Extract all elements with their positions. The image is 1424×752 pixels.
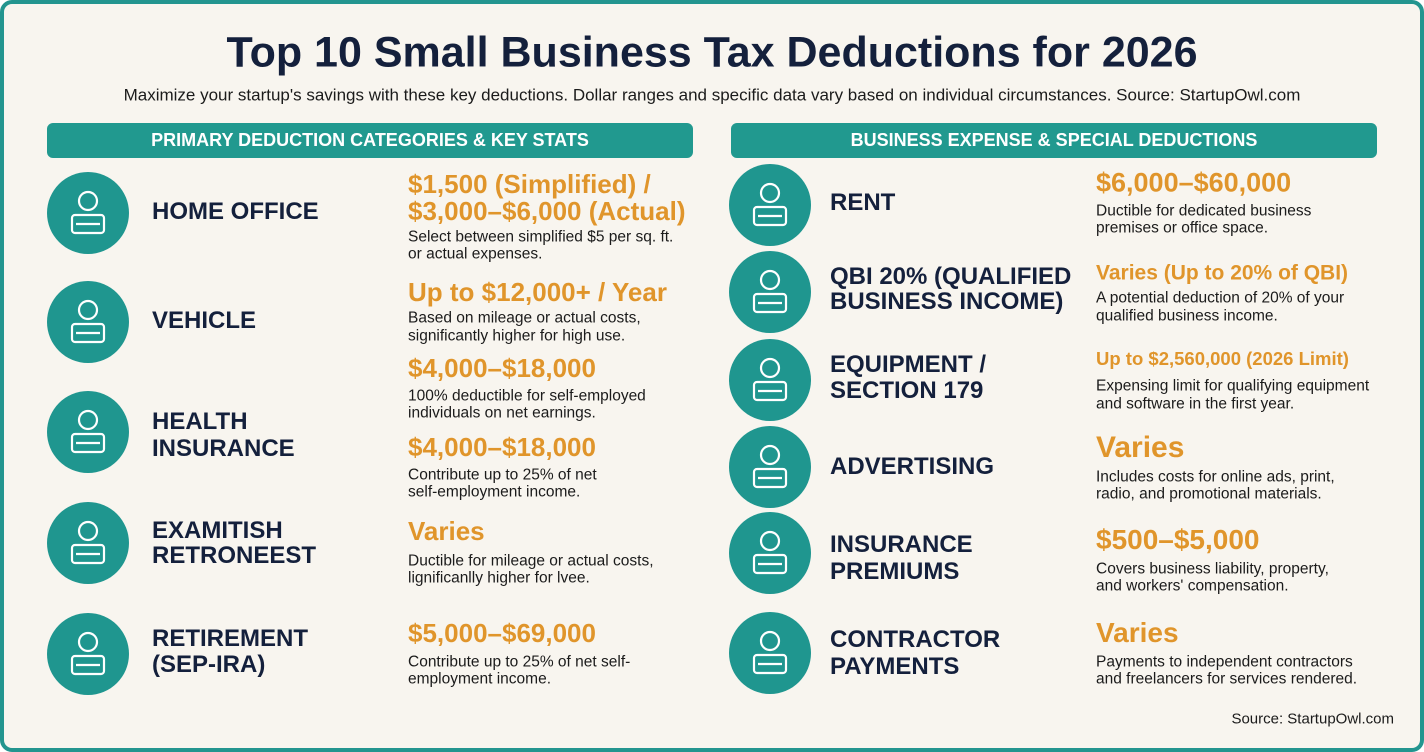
item-description: Ductible for mileage or actual costs, <box>408 552 654 570</box>
icon <box>729 612 811 694</box>
item-description: employment income. <box>408 670 552 688</box>
item-label: SECTION 179 <box>830 377 984 404</box>
icon <box>47 391 129 473</box>
subtitle: Maximize your startup's savings with the… <box>123 85 1301 105</box>
item-value: $3,000–$6,000 (Actual) <box>408 196 686 226</box>
icon <box>729 251 811 333</box>
item-label: RETIREMENT <box>152 625 308 652</box>
item-value: $5,000–$69,000 <box>408 618 596 648</box>
item-description: Contribute up to 25% of net <box>408 466 597 484</box>
item-description: and software in the first year. <box>1096 395 1295 413</box>
section-heading: BUSINESS EXPENSE & SPECIAL DEDUCTIONS <box>731 123 1377 158</box>
item-label: EXAMITISH <box>152 517 283 544</box>
item-description: Covers business liability, property, <box>1096 560 1329 578</box>
item-description: or actual expenses. <box>408 245 543 263</box>
item-label: INSURANCE <box>152 435 295 462</box>
item-description: Ductible for dedicated business <box>1096 202 1312 220</box>
item-value: Up to $2,560,000 (2026 Limit) <box>1096 347 1349 369</box>
item-label: RENT <box>830 189 896 216</box>
item-description: Expensing limit for qualifying equipment <box>1096 377 1370 395</box>
source: Source: StartupOwl.com <box>1231 710 1394 728</box>
item-description: Based on mileage or actual costs, <box>408 309 641 327</box>
section-heading: PRIMARY DEDUCTION CATEGORIES & KEY STATS <box>47 123 693 158</box>
icon <box>729 512 811 594</box>
item-label: HOME OFFICE <box>152 198 319 225</box>
item-value: $4,000–$18,000 <box>408 353 596 383</box>
item-value: $1,500 (Simplified) / <box>408 169 651 199</box>
item-description: and freelancers for services rendered. <box>1096 670 1358 688</box>
item-description: Includes costs for online ads, print, <box>1096 468 1335 486</box>
item-description: Contribute up to 25% of net self- <box>408 653 631 671</box>
item-value: Varies (Up to 20% of QBI) <box>1096 261 1349 285</box>
item-value: Varies <box>408 516 485 546</box>
item-label: CONTRACTOR <box>830 626 1001 653</box>
item-value: $4,000–$18,000 <box>408 432 596 462</box>
item-label: HEALTH <box>152 408 248 435</box>
item-label: EQUIPMENT / <box>830 351 987 378</box>
item-description: qualified business income. <box>1096 307 1278 325</box>
item-value: Varies <box>1096 617 1179 648</box>
icon <box>47 502 129 584</box>
item-description: premises or office space. <box>1096 219 1269 237</box>
item-value: $6,000–$60,000 <box>1096 167 1292 198</box>
icon <box>729 164 811 246</box>
item-label: ADVERTISING <box>830 453 995 480</box>
item-description: self-employment income. <box>408 483 581 501</box>
item-description: Payments to independent contractors <box>1096 653 1353 671</box>
item-value: Up to $12,000+ / Year <box>408 277 667 307</box>
item-description: radio, and promotional materials. <box>1096 485 1322 503</box>
item-label: (SEP-IRA) <box>152 651 266 678</box>
item-label: RETRONEEST <box>152 542 317 569</box>
item-description: individuals on net earnings. <box>408 404 596 422</box>
item-description: Select between simplified $5 per sq. ft. <box>408 228 674 246</box>
icon <box>47 613 129 695</box>
icon <box>47 281 129 363</box>
item-description: lignificanlly higher for lvee. <box>408 569 590 587</box>
icon <box>47 172 129 254</box>
item-description: significantly higher for high use. <box>408 327 626 345</box>
title: Top 10 Small Business Tax Deductions for… <box>226 28 1198 77</box>
item-label: VEHICLE <box>152 307 257 334</box>
item-value: Varies <box>1096 431 1185 464</box>
item-label: INSURANCE <box>830 531 973 558</box>
item-label: QBI 20% (QUALIFIED <box>830 263 1072 290</box>
item-description: and workers' compensation. <box>1096 577 1289 595</box>
icon <box>729 426 811 508</box>
item-label: BUSINESS INCOME) <box>830 288 1064 315</box>
item-label: PAYMENTS <box>830 653 960 680</box>
item-label: PREMIUMS <box>830 558 960 585</box>
item-description: 100% deductible for self-employed <box>408 387 646 405</box>
item-description: A potential deduction of 20% of your <box>1096 289 1345 307</box>
item-value: $500–$5,000 <box>1096 524 1260 555</box>
icon <box>729 339 811 421</box>
